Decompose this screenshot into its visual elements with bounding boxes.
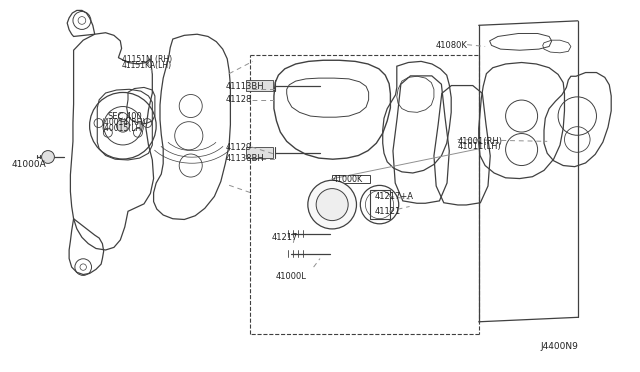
- Text: (40014(RH): (40014(RH): [101, 118, 145, 126]
- Text: 41011(LH): 41011(LH): [458, 142, 501, 151]
- Text: 41217+A: 41217+A: [374, 192, 413, 201]
- Text: J4400N9: J4400N9: [541, 342, 579, 351]
- Text: (40015(LH): (40015(LH): [101, 124, 145, 132]
- Circle shape: [80, 264, 86, 270]
- Text: 41128: 41128: [225, 95, 252, 104]
- Text: 41000K: 41000K: [333, 175, 363, 184]
- Text: SEC.400: SEC.400: [108, 112, 142, 121]
- Text: 41129: 41129: [225, 143, 252, 152]
- Text: 41080K: 41080K: [435, 41, 467, 50]
- Circle shape: [78, 17, 86, 24]
- Text: 41217: 41217: [272, 232, 298, 241]
- Text: 41000A: 41000A: [12, 160, 46, 169]
- Circle shape: [42, 151, 54, 163]
- Text: 41121: 41121: [374, 207, 401, 216]
- Text: 41151KA(LH): 41151KA(LH): [122, 61, 172, 70]
- Text: 41138BH: 41138BH: [225, 154, 264, 163]
- Text: 41113BH: 41113BH: [225, 82, 264, 91]
- Text: 41000L: 41000L: [275, 272, 306, 280]
- Text: 41001(RH): 41001(RH): [458, 137, 502, 146]
- Circle shape: [116, 119, 129, 132]
- Circle shape: [316, 189, 348, 221]
- Polygon shape: [246, 147, 273, 158]
- Text: 41151M (RH): 41151M (RH): [122, 55, 172, 64]
- Circle shape: [308, 180, 356, 229]
- Polygon shape: [246, 80, 273, 91]
